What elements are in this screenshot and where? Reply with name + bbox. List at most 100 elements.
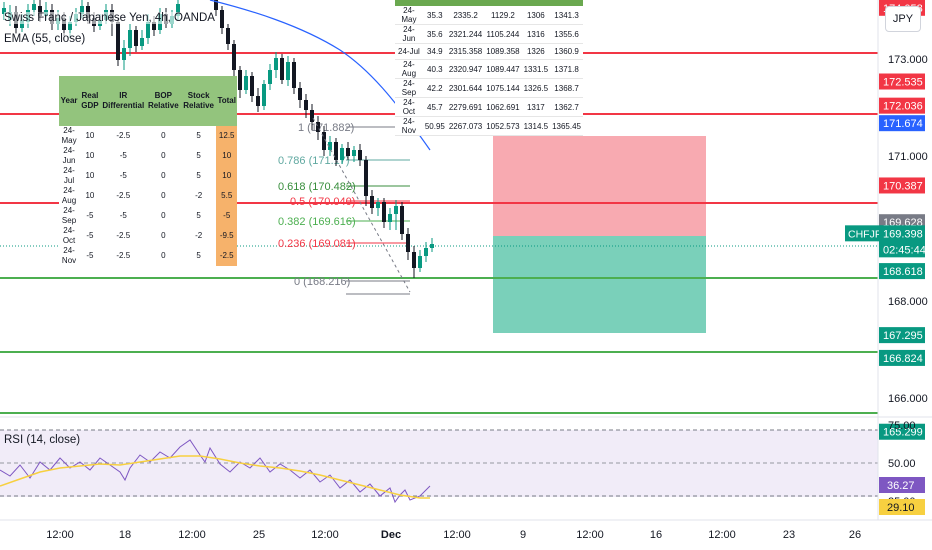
price-tag-bg-8: [879, 349, 925, 366]
fundamentals-table: Year Real GDP IR Differential BOP Relative S…: [59, 76, 237, 266]
macro-cell: 34.9: [422, 43, 447, 60]
current-price-tag-bg: [879, 225, 925, 258]
fund-cell: 24-Jul: [63, 166, 75, 185]
macro-cell: 1105.244: [484, 24, 522, 44]
fund-cell: -5: [86, 251, 94, 260]
candle-body: [2, 8, 6, 14]
rsi-value: 36.27: [887, 480, 915, 492]
time-axis[interactable]: 12:00 18 12:00 25 12:00 Dec 12:00 9 12:00 16 12:00…: [46, 529, 861, 541]
time-tick-3: 25: [253, 529, 265, 541]
macro-cell: 2320.947: [446, 59, 485, 79]
macro-cell: 1355.6: [550, 24, 583, 44]
price-tag-7: 167.295: [883, 330, 923, 342]
price-axis[interactable]: 173.000 171.000 168.000 166.000: [888, 54, 928, 405]
fund-cell: 10: [216, 146, 237, 166]
price-tag-8: 166.824: [883, 353, 923, 365]
macro-cell: 50.95: [422, 116, 447, 136]
macro-cell: 24-Oct: [395, 97, 423, 117]
time-tick-5: Dec: [381, 529, 401, 541]
fund-cell: 10: [216, 166, 237, 186]
price-tag-2: 172.036: [883, 101, 923, 113]
macro-cell: 1362.7: [550, 97, 583, 117]
candle-body: [340, 148, 344, 160]
macro-cell: 1341.3: [550, 6, 583, 25]
rsi-tick-1: 50.00: [888, 458, 916, 470]
candle-body: [68, 22, 72, 30]
fund-cell: 0: [161, 191, 166, 200]
fund-cell: 24-Oct: [62, 226, 76, 245]
candle-body: [352, 150, 356, 156]
macro-cell: 1317: [521, 97, 551, 117]
fund-cell: 5: [196, 151, 201, 160]
macro-cell: 1316: [521, 24, 551, 44]
fund-cell: -5: [119, 211, 127, 220]
currency-selector[interactable]: JPY: [885, 6, 921, 32]
price-tag-6: 168.618: [883, 266, 923, 278]
fund-cell: 5: [196, 131, 201, 140]
price-tag-1: 172.535: [883, 77, 923, 89]
table-row: 24-Oct 45.7 2279.691 1062.691 1317 1362.7: [395, 97, 583, 117]
table-row: 24-May 10 -2.5 0 5 12.5: [59, 126, 237, 146]
fund-cell: -5: [119, 151, 127, 160]
time-tick-9: 16: [650, 529, 662, 541]
candle-body: [316, 122, 320, 132]
time-tick-12: 26: [849, 529, 861, 541]
fund-cell: -2.5: [116, 191, 131, 200]
candle-body: [244, 76, 248, 90]
time-tick-10: 12:00: [708, 529, 736, 541]
candle-body: [292, 62, 296, 88]
fund-cell: 0: [161, 151, 166, 160]
table-row: 24-Sep 42.2 2301.644 1075.144 1326.5 1368.7: [395, 78, 583, 98]
fund-header-3: BOP Relative: [145, 76, 181, 126]
candle-body: [388, 214, 392, 222]
table-row: 24-Jun 10 -5 0 5 10: [59, 146, 237, 166]
macro-cell: 1371.8: [550, 59, 583, 79]
price-tag-bg-3: [879, 115, 925, 132]
candle-body: [364, 160, 368, 196]
table-row: 24-Oct -5 -2.5 0 -2 -9.5: [59, 226, 237, 246]
macro-cell: 24-Aug: [395, 59, 423, 79]
time-tick-6: 12:00: [443, 529, 471, 541]
candle-body: [262, 84, 266, 106]
fib-level-label-2: 0.618 (170.482): [278, 181, 356, 193]
table-row: 24-Aug 10 -2.5 0 -2 5.5: [59, 186, 237, 206]
candle-body: [418, 256, 422, 268]
candle-body: [214, 0, 218, 10]
candle-body: [140, 38, 144, 46]
fund-cell: 10: [85, 191, 95, 200]
short-target-zone[interactable]: [493, 236, 706, 333]
candle-body: [32, 4, 36, 10]
time-tick-1: 18: [119, 529, 131, 541]
rsi-ma-line: [0, 455, 430, 499]
candle-body: [146, 22, 150, 38]
candle-body: [274, 58, 278, 70]
fibonacci-retracement[interactable]: 1 (171.882) 0.786 (171.17) 0.618 (170.482)…: [278, 122, 410, 295]
fib-level-label-6: 0 (168.216): [294, 276, 350, 288]
fib-level-label-3: 0.5 (170.040): [290, 196, 355, 208]
rsi-ma-value: 29.10: [887, 502, 915, 514]
candle-body: [134, 30, 138, 46]
rsi-legend[interactable]: RSI (14, close): [4, 434, 81, 446]
macro-cell: 24-May: [395, 6, 423, 25]
fund-cell: 5.5: [216, 186, 237, 206]
time-tick-0: 12:00: [46, 529, 74, 541]
table-row: 24-May 35.3 2335.2 1129.2 1306 1341.3: [395, 6, 583, 25]
fund-header-2: IR Differential: [100, 76, 146, 126]
ema-legend[interactable]: EMA (55, close): [4, 33, 86, 45]
fund-cell: 24-Jun: [62, 146, 76, 165]
candle-body: [38, 6, 42, 16]
fund-cell: 0: [161, 211, 166, 220]
macro-cell: 35.3: [422, 6, 447, 25]
fund-cell: -5: [86, 231, 94, 240]
price-tick-0: 173.000: [888, 54, 928, 66]
fund-cell: 0: [161, 251, 166, 260]
macro-cell: 1314.5: [521, 116, 551, 136]
candle-body: [358, 150, 362, 160]
price-tag-4: 170.387: [883, 180, 923, 192]
candle-body: [382, 202, 386, 222]
macro-cell: 2315.358: [446, 43, 485, 60]
short-stop-zone[interactable]: [493, 136, 706, 236]
fund-cell: 5: [196, 251, 201, 260]
candle-body: [256, 96, 260, 106]
